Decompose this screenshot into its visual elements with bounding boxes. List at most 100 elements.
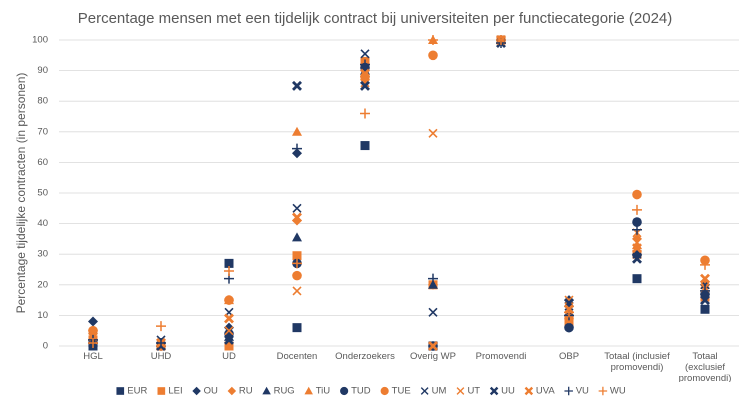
legend-label: TUE — [392, 386, 411, 397]
x-tick-label-box: Totaal (exclusief promovendi) — [678, 352, 732, 382]
y-tick-label: 60 — [37, 157, 48, 168]
marker — [340, 386, 349, 396]
marker — [156, 321, 166, 332]
y-tick-label: 40 — [37, 218, 48, 229]
y-tick-label: 30 — [37, 249, 48, 260]
marker — [292, 143, 302, 154]
marker — [88, 316, 98, 327]
legend-label: RUG — [274, 386, 295, 397]
marker — [700, 273, 710, 284]
marker — [360, 78, 370, 88]
marker — [564, 386, 573, 396]
x-tick-label-box: Overig WP — [410, 352, 456, 362]
marker — [292, 203, 302, 213]
marker — [456, 387, 465, 395]
marker — [360, 59, 370, 70]
marker — [224, 313, 234, 324]
marker — [292, 270, 302, 281]
x-tick-label: OBP — [558, 352, 580, 362]
x-tick-label-box: UHD — [150, 352, 172, 362]
legend-label: RU — [239, 386, 253, 397]
y-axis-label: Percentage tijdelijke contracten (in per… — [14, 73, 28, 314]
marker — [632, 274, 642, 284]
legend-label: UT — [467, 386, 480, 397]
y-tick-label: 100 — [32, 35, 48, 46]
legend-label: VU — [576, 386, 589, 397]
marker — [292, 258, 302, 269]
marker — [632, 243, 642, 254]
x-tick-label-box: HGL — [83, 352, 103, 362]
chart-title: Percentage mensen met een tijdelijk cont… — [78, 10, 673, 27]
y-tick-label: 0 — [43, 341, 48, 352]
x-tick-label: UD — [222, 352, 236, 362]
marker — [489, 386, 499, 396]
marker — [632, 204, 642, 215]
marker — [700, 295, 710, 306]
marker — [428, 273, 438, 284]
marker — [227, 386, 237, 396]
marker — [564, 322, 574, 333]
marker — [224, 295, 234, 305]
marker — [360, 68, 370, 79]
marker — [496, 35, 506, 45]
y-tick-label: 50 — [37, 188, 48, 199]
x-tick-label-box: OBP — [558, 352, 580, 362]
marker — [428, 279, 438, 289]
x-tick-label-box: Docenten — [277, 352, 318, 362]
marker — [360, 141, 370, 151]
marker — [292, 232, 302, 242]
marker — [224, 326, 234, 336]
marker — [224, 334, 234, 345]
marker — [224, 258, 234, 268]
marker — [428, 128, 438, 138]
x-tick-label-box: UD — [222, 352, 236, 362]
legend-label: WU — [610, 386, 626, 397]
marker — [292, 251, 302, 261]
marker — [632, 253, 642, 264]
marker — [564, 307, 574, 318]
marker — [428, 307, 438, 317]
marker — [700, 259, 710, 270]
marker — [157, 387, 166, 395]
marker — [632, 189, 642, 200]
marker — [632, 224, 642, 235]
marker — [360, 49, 370, 59]
legend: EUR LEI OU RU RUG TiU TUD TUE UM UT UU UVA VU WU — [116, 386, 626, 397]
marker — [192, 386, 201, 396]
x-tick-label: Onderzoekers — [335, 352, 395, 362]
marker — [224, 266, 234, 277]
marker — [156, 337, 166, 348]
x-tick-label: Promovendi — [475, 352, 527, 362]
marker — [304, 386, 313, 395]
x-tick-label-box: Onderzoekers — [335, 352, 395, 362]
x-tick-label: HGL — [83, 352, 103, 362]
marker — [292, 323, 302, 333]
y-tick-label: 10 — [37, 310, 48, 321]
marker — [428, 35, 438, 45]
marker — [360, 108, 370, 119]
marker — [360, 80, 370, 91]
legend-label: TUD — [351, 386, 371, 397]
legend-label: UU — [501, 386, 515, 397]
y-tick-label: 80 — [37, 96, 48, 107]
x-tick-label: Totaal (exclusief promovendi) — [678, 352, 732, 382]
legend-label: UM — [432, 386, 447, 397]
marker — [598, 386, 608, 396]
marker — [292, 286, 302, 296]
legend-label: EUR — [127, 386, 147, 397]
marker — [262, 386, 271, 395]
x-tick-label: Overig WP — [410, 352, 456, 362]
marker — [700, 285, 710, 296]
marker — [380, 386, 389, 396]
y-tick-label: 70 — [37, 126, 48, 137]
x-tick-label: UHD — [150, 352, 172, 362]
legend-label: OU — [204, 386, 218, 397]
marker — [524, 386, 534, 396]
y-tick-label: 90 — [37, 65, 48, 76]
marker — [564, 295, 574, 305]
x-tick-label: Totaal (inclusief promovendi) — [604, 352, 670, 373]
marker — [292, 212, 302, 223]
marker — [428, 50, 438, 61]
legend-label: LEI — [168, 386, 182, 397]
